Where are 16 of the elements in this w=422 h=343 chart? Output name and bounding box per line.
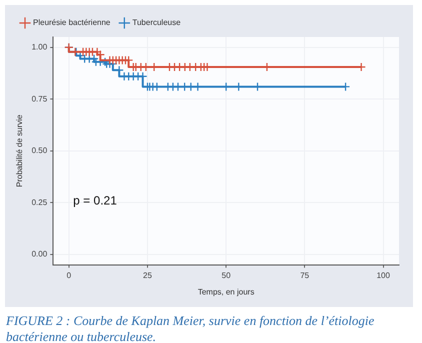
y-tick-label: 0.50 xyxy=(32,146,48,156)
y-tick-label: 0.25 xyxy=(32,198,48,207)
legend-label: Pleurésie bactérienne xyxy=(33,18,111,28)
x-tick-label: 25 xyxy=(143,270,152,280)
y-tick-label: 0.75 xyxy=(32,94,48,104)
legend-label: Tuberculeuse xyxy=(132,18,182,28)
x-tick-label: 0 xyxy=(66,270,72,280)
y-tick-label: 0.00 xyxy=(32,250,48,259)
y-tick-label: 1.00 xyxy=(32,42,48,52)
y-axis-title: Probabilité de survie xyxy=(15,114,24,188)
x-axis-title: Temps, en jours xyxy=(198,287,254,296)
x-tick-label: 100 xyxy=(376,270,390,280)
annotation: p = 0.21 xyxy=(73,193,118,208)
caption: FIGURE 2 : Courbe de Kaplan Meier, survie en fonction de l’étiologie bactérienne ou tuberculeuse. xyxy=(5,312,376,343)
x-tick-label: 50 xyxy=(222,270,232,280)
x-tick-label: 75 xyxy=(300,270,310,280)
